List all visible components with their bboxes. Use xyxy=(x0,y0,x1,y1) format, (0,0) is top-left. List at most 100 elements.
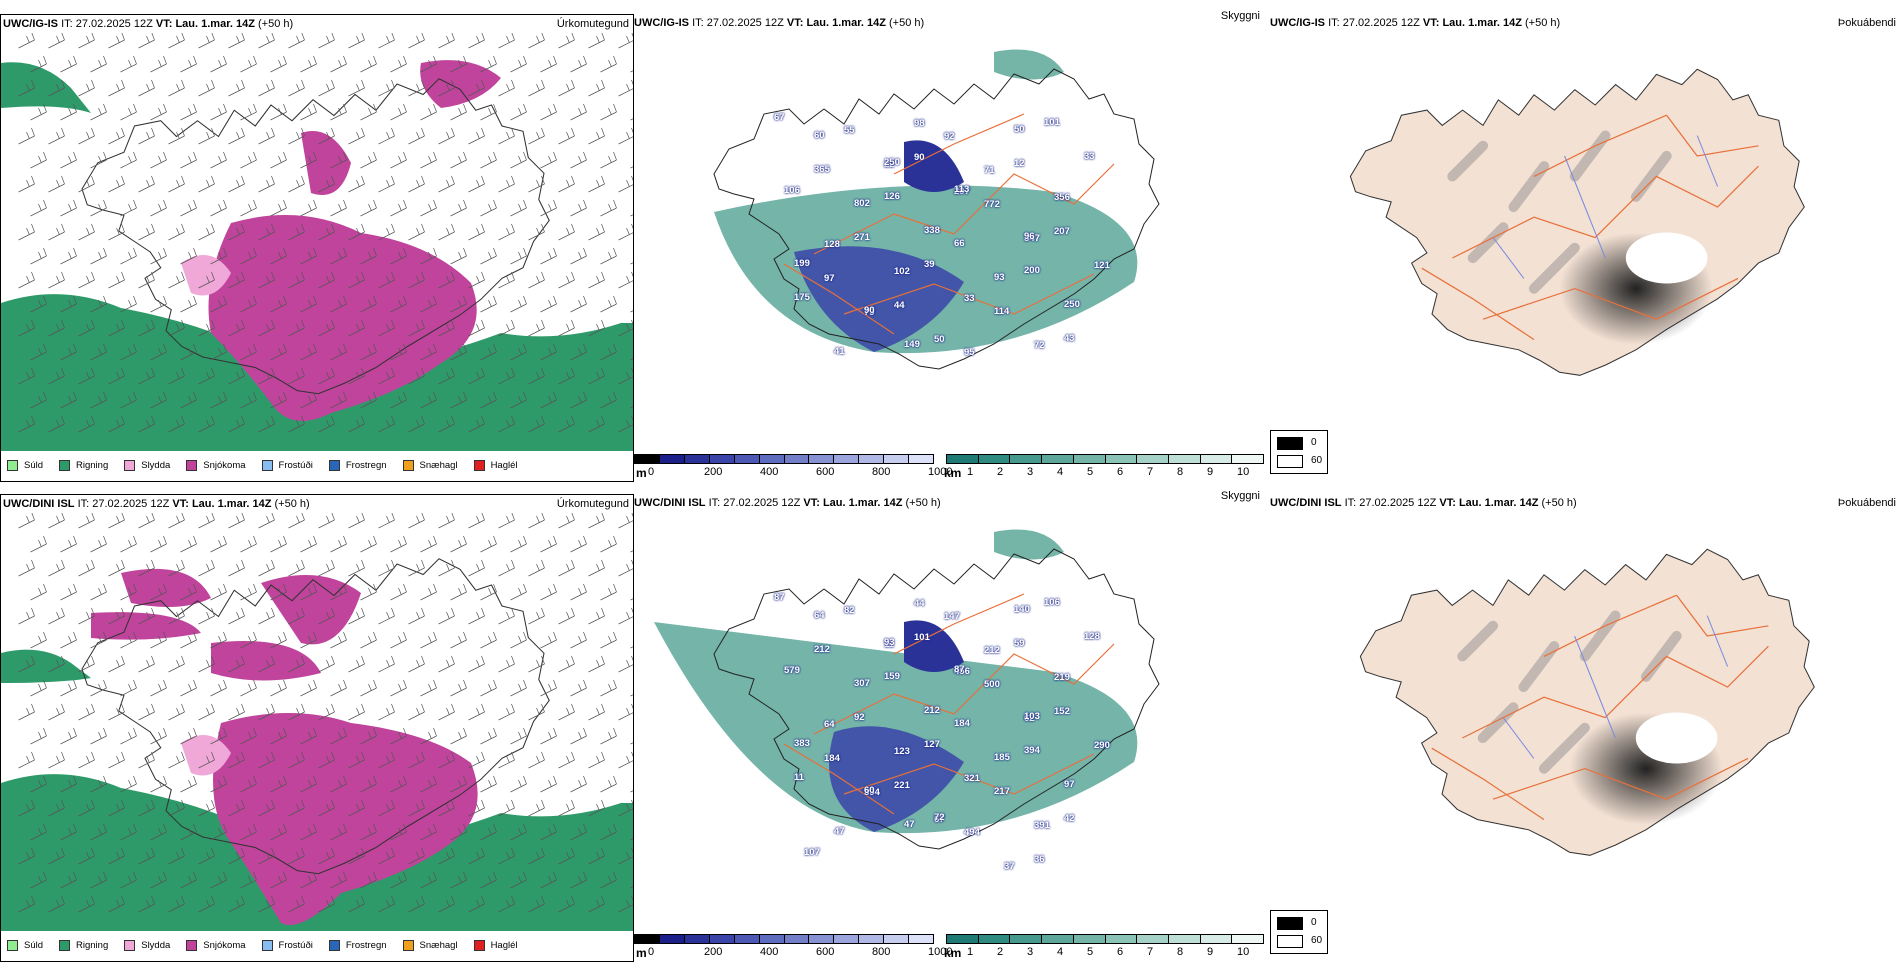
cloud-base-value: 72 xyxy=(1034,340,1045,351)
it-label: IT: xyxy=(708,497,721,509)
cloud-map: 67 55 98 92 50 101 60 22 90 71 12 33 365 250 297 772 356… xyxy=(634,32,1260,440)
cloud-base-value: 22 xyxy=(884,159,895,170)
cloud-top-tick: 2 xyxy=(997,946,1004,958)
fog-swatch-black xyxy=(1277,437,1303,450)
colorbar-step xyxy=(1200,455,1233,463)
fog-scale-box: 0 60 xyxy=(1270,910,1328,954)
legend-swatch xyxy=(261,940,273,951)
cloud-base-area xyxy=(904,620,964,672)
legend-label: Haglél xyxy=(490,940,518,951)
cloud-top-tick: 5 xyxy=(1087,946,1094,958)
fog-panel: 0 60 UWC/IG-IS IT: 27.02.2025 12Z VT: La… xyxy=(1270,14,1900,482)
cloud-base-value: 114 xyxy=(994,306,1010,317)
lead-time: (+50 h) xyxy=(274,498,310,510)
legend-item: Rigning xyxy=(59,940,108,951)
cloud-base-value: 152 xyxy=(1054,706,1070,717)
colorbar-step xyxy=(734,455,760,463)
precip-map xyxy=(1,33,633,451)
model-name: UWC/DINI ISL xyxy=(1270,497,1342,509)
cloud-base-tick: 800 xyxy=(872,946,891,958)
panel-header: UWC/DINI ISL IT: 27.02.2025 12Z VT: Lau.… xyxy=(634,497,941,509)
legend-swatch xyxy=(402,460,414,471)
cloud-top-tick: 8 xyxy=(1177,946,1184,958)
legend-swatch xyxy=(186,460,198,471)
cloud-base-value: 217 xyxy=(994,786,1010,797)
cloud-base-value: 356 xyxy=(1054,192,1070,203)
cloud-top-tick: 3 xyxy=(1027,466,1034,478)
panel-header: UWC/IG-IS IT: 27.02.2025 12Z VT: Lau. 1.… xyxy=(1270,17,1560,29)
vt-value: Lau. 1.mar. 14Z xyxy=(175,18,255,30)
cloud-base-area xyxy=(794,246,964,352)
cloud-base-unit: m xyxy=(636,466,647,480)
model-name: UWC/DINI ISL xyxy=(3,498,75,510)
cloud-base-value: 67 xyxy=(934,814,945,825)
cloud-top-tick: 5 xyxy=(1087,466,1094,478)
it-value: 27.02.2025 12Z xyxy=(1342,17,1420,29)
legend-swatch xyxy=(328,940,340,951)
vt-value: Lau. 1.mar. 14Z xyxy=(1442,17,1522,29)
cloud-base-value: 55 xyxy=(844,125,855,136)
colorbar-step xyxy=(659,455,685,463)
cloud-base-value: 44 xyxy=(894,300,905,311)
colorbar-step xyxy=(1168,455,1201,463)
cloud-base-value: 97 xyxy=(824,273,835,284)
cloud-base-value: 79 xyxy=(864,307,875,318)
cloud-top-unit: km xyxy=(944,466,962,480)
cloud-base-value: 66 xyxy=(954,238,965,249)
panel-header: UWC/IG-IS IT: 27.02.2025 12Z VT: Lau. 1.… xyxy=(3,18,293,30)
cloud-base-value: 500 xyxy=(984,679,1000,690)
cloud-top-tick: 8 xyxy=(1177,466,1184,478)
coastline xyxy=(81,558,550,875)
cloud-base-value: 772 xyxy=(984,199,1000,210)
cloud-top-tick: 1 xyxy=(967,466,974,478)
cloud-base-value: 33 xyxy=(1084,151,1095,162)
snow-area-north xyxy=(91,568,361,681)
cloud-base-tick: 0 xyxy=(648,466,655,478)
colorbar-step xyxy=(784,455,810,463)
legend-swatch xyxy=(328,460,340,471)
cloud-base-value: 123 xyxy=(894,746,910,757)
colorbar-step xyxy=(1168,935,1201,943)
it-value: 27.02.2025 12Z xyxy=(92,498,170,510)
cloud-base-value: 33 xyxy=(964,293,975,304)
cloud-base-value: 199 xyxy=(794,258,810,269)
lead-time: (+50 h) xyxy=(905,497,941,509)
cloud-top-unit: km xyxy=(944,946,962,960)
legend-swatch xyxy=(59,940,71,951)
cloud-base-value: 159 xyxy=(884,671,900,682)
cloud-base-value: 87 xyxy=(774,592,785,603)
legend-item: Frostúði xyxy=(261,940,313,951)
cloud-top-tick: 9 xyxy=(1207,946,1214,958)
cloud-base-value: 297 xyxy=(954,186,970,197)
cloud-panel: UWC/IG-IS IT: 27.02.2025 12Z VT: Lau. 1.… xyxy=(634,10,1270,482)
cloud-base-value: 50 xyxy=(934,334,945,345)
fog-map-svg xyxy=(1349,68,1805,376)
legend-item: Súld xyxy=(7,460,43,471)
colorbar-step xyxy=(784,935,810,943)
cloud-base-value: 290 xyxy=(1094,740,1110,751)
roads xyxy=(1421,114,1759,341)
cloud-base-value: 101 xyxy=(914,632,930,643)
cloud-top-colorbar xyxy=(946,454,1264,464)
cloud-base-value: 307 xyxy=(854,678,870,689)
colorbar-step xyxy=(1010,455,1043,463)
cloud-base-value: 365 xyxy=(814,164,830,175)
cloud-top-tick: 4 xyxy=(1057,946,1064,958)
legend-swatch xyxy=(124,940,136,951)
cloud-base-value: 185 xyxy=(994,752,1010,763)
panel-title: Þokuábendi xyxy=(1837,497,1896,509)
cloud-base-value: 147 xyxy=(944,611,960,622)
sleet-area xyxy=(181,255,231,296)
colorbar-step xyxy=(709,935,735,943)
colorbar-step xyxy=(1105,935,1138,943)
legend-item: Slydda xyxy=(124,460,170,471)
cloud-base-value: 184 xyxy=(824,753,840,764)
cloud-base-value: 101 xyxy=(1044,117,1060,128)
cloud-base-value: 43 xyxy=(1064,333,1075,344)
cloud-map-svg xyxy=(654,529,1160,850)
cloud-base-value: 128 xyxy=(1084,631,1100,642)
colorbar-step xyxy=(909,935,934,943)
cloud-base-value: 50 xyxy=(1014,124,1025,135)
precip-map xyxy=(1,513,633,931)
cloud-base-value: 212 xyxy=(924,705,940,716)
